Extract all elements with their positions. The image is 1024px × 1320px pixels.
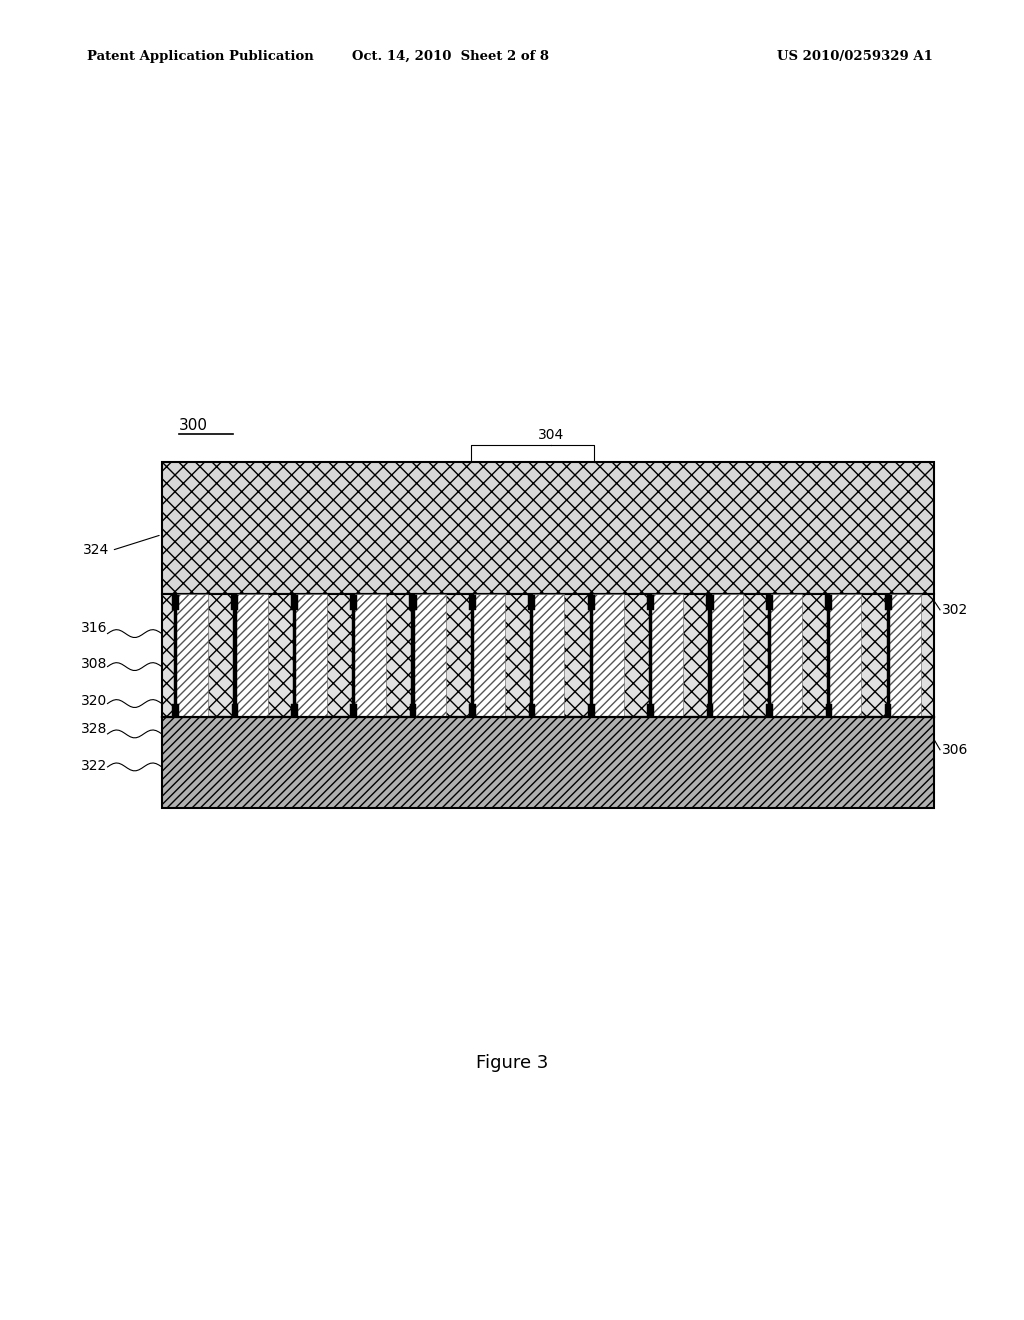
Text: 302: 302: [942, 603, 969, 616]
Bar: [825, 595, 833, 610]
Bar: [172, 705, 179, 717]
Bar: [588, 705, 595, 717]
Text: 324: 324: [83, 544, 110, 557]
Text: 300: 300: [179, 418, 208, 433]
Bar: [231, 705, 239, 717]
Bar: [528, 595, 536, 610]
Text: 328: 328: [81, 722, 108, 735]
Bar: [410, 595, 417, 610]
Bar: [162, 594, 934, 717]
Bar: [293, 594, 296, 708]
Bar: [291, 705, 298, 717]
Bar: [413, 594, 445, 717]
Text: 316: 316: [81, 622, 108, 635]
Bar: [530, 594, 534, 708]
Bar: [472, 594, 505, 717]
Bar: [291, 595, 298, 610]
Bar: [828, 594, 861, 717]
Bar: [885, 595, 892, 610]
Bar: [412, 594, 415, 708]
Bar: [707, 595, 714, 610]
Bar: [528, 705, 536, 717]
Text: 306: 306: [942, 743, 969, 756]
Bar: [825, 705, 833, 717]
Bar: [352, 594, 355, 708]
Bar: [649, 594, 652, 708]
Bar: [590, 594, 593, 708]
Bar: [531, 594, 564, 717]
Bar: [410, 705, 417, 717]
Bar: [231, 595, 239, 610]
Bar: [162, 717, 934, 808]
Bar: [162, 462, 934, 594]
Bar: [350, 595, 357, 610]
Bar: [174, 594, 177, 708]
Bar: [234, 594, 267, 717]
Bar: [647, 595, 654, 610]
Text: Patent Application Publication: Patent Application Publication: [87, 50, 313, 63]
Text: 308: 308: [81, 657, 108, 671]
Bar: [469, 595, 476, 610]
Bar: [766, 705, 773, 717]
Bar: [175, 594, 208, 717]
Bar: [827, 594, 830, 708]
Bar: [588, 595, 595, 610]
Bar: [353, 594, 386, 717]
Bar: [887, 594, 890, 708]
Text: US 2010/0259329 A1: US 2010/0259329 A1: [777, 50, 933, 63]
Bar: [768, 594, 771, 708]
Bar: [469, 705, 476, 717]
Bar: [888, 594, 921, 717]
Bar: [709, 594, 712, 708]
Text: 304: 304: [538, 428, 564, 442]
Bar: [647, 705, 654, 717]
Bar: [172, 595, 179, 610]
Bar: [885, 705, 892, 717]
Bar: [710, 594, 742, 717]
Bar: [233, 594, 237, 708]
Text: 322: 322: [81, 759, 108, 772]
Text: 320: 320: [81, 694, 108, 708]
Bar: [766, 595, 773, 610]
Bar: [350, 705, 357, 717]
Bar: [591, 594, 624, 717]
Text: Oct. 14, 2010  Sheet 2 of 8: Oct. 14, 2010 Sheet 2 of 8: [352, 50, 549, 63]
Bar: [650, 594, 683, 717]
Bar: [471, 594, 474, 708]
Bar: [769, 594, 802, 717]
Bar: [294, 594, 327, 717]
Text: Figure 3: Figure 3: [476, 1053, 548, 1072]
Bar: [707, 705, 714, 717]
